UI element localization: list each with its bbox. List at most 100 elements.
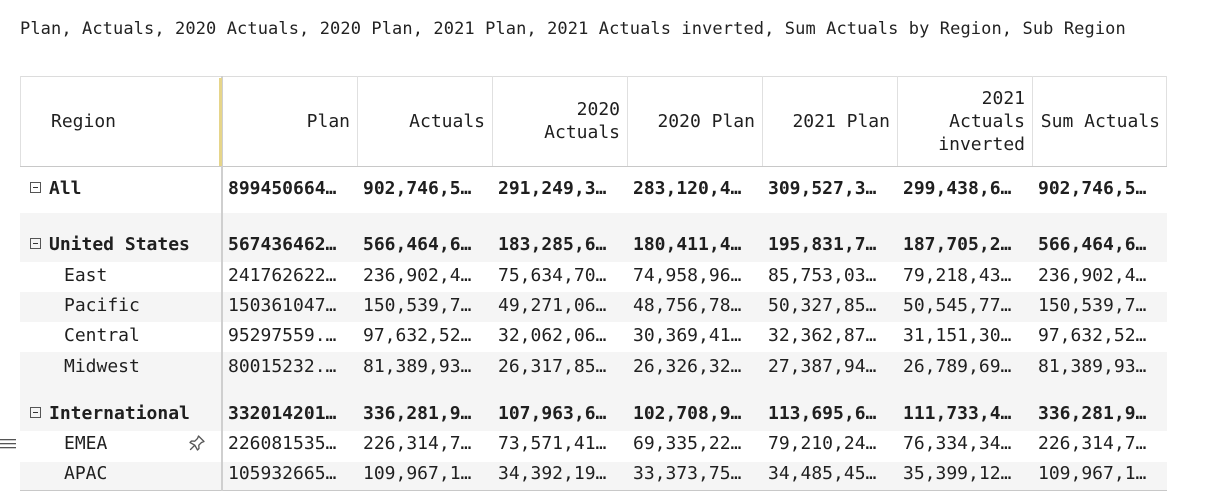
value-cell[interactable]: 35,399,12…	[903, 463, 1012, 484]
value-cell[interactable]: 183,285,6…	[498, 234, 607, 255]
row-label: APAC	[64, 463, 108, 484]
value-cell[interactable]: 80015232.…	[228, 356, 337, 377]
value-cell[interactable]: 76,334,34…	[903, 433, 1012, 454]
row-label: All	[49, 178, 82, 199]
value-cell[interactable]: 74,958,96…	[633, 265, 742, 286]
value-cell[interactable]: 566,464,6…	[363, 234, 472, 255]
value-cell[interactable]: 902,746,5…	[1038, 178, 1147, 199]
column-header-plan[interactable]: Plan	[306, 110, 350, 132]
value-cell[interactable]: 81,389,93…	[1038, 356, 1147, 377]
value-cell[interactable]: 283,120,4…	[633, 178, 742, 199]
value-cell[interactable]: 187,705,2…	[903, 234, 1012, 255]
value-cell[interactable]: 150,539,7…	[1038, 295, 1147, 316]
value-cell[interactable]: 69,335,22…	[633, 433, 742, 454]
value-cell[interactable]: 150,539,7…	[363, 295, 472, 316]
table-row[interactable]: International 332014201… 336,281,9… 107,…	[20, 399, 1167, 429]
value-cell[interactable]: 566,464,6…	[1038, 234, 1147, 255]
row-label: EMEA	[64, 433, 108, 454]
value-cell[interactable]: 97,632,52…	[363, 325, 472, 346]
column-header-region[interactable]: Region	[51, 110, 117, 132]
minus-box-icon[interactable]	[30, 182, 41, 193]
value-cell[interactable]: 111,733,4…	[903, 403, 1012, 424]
value-cell[interactable]: 85,753,03…	[768, 265, 877, 286]
minus-box-icon[interactable]	[30, 407, 41, 418]
value-cell[interactable]: 109,967,1…	[1038, 463, 1147, 484]
row-label: Central	[64, 325, 140, 346]
value-cell[interactable]: 97,632,52…	[1038, 325, 1147, 346]
pin-icon[interactable]	[188, 434, 206, 457]
table-row[interactable]: All 899450664… 902,746,5… 291,249,3… 283…	[20, 174, 1167, 204]
group-band-international	[20, 382, 1167, 431]
value-cell[interactable]: 30,369,41…	[633, 325, 742, 346]
value-cell[interactable]: 902,746,5…	[363, 178, 472, 199]
value-cell[interactable]: 236,902,4…	[1038, 265, 1147, 286]
pivot-table: Region Plan Actuals 2020 Actuals 2020 Pl…	[20, 76, 1167, 491]
column-header-2021-plan[interactable]: 2021 Plan	[792, 110, 890, 132]
value-cell[interactable]: 26,789,69…	[903, 356, 1012, 377]
value-cell[interactable]: 105932665…	[228, 463, 337, 484]
value-cell[interactable]: 107,963,6…	[498, 403, 607, 424]
value-cell[interactable]: 899450664…	[228, 178, 337, 199]
row-label: International	[49, 403, 190, 424]
value-cell[interactable]: 113,695,6…	[768, 403, 877, 424]
value-cell[interactable]: 226081535…	[228, 433, 337, 454]
column-header-actuals[interactable]: Actuals	[409, 110, 485, 132]
value-cell[interactable]: 226,314,7…	[363, 433, 472, 454]
row-label: United States	[49, 234, 190, 255]
value-cell[interactable]: 291,249,3…	[498, 178, 607, 199]
table-row[interactable]: EMEA 226081535… 226,314,7… 73,571,41… 69…	[20, 429, 1167, 459]
value-cell[interactable]: 48,756,78…	[633, 295, 742, 316]
drag-handle-icon[interactable]	[0, 437, 16, 454]
value-cell[interactable]: 102,708,9…	[633, 403, 742, 424]
column-header-2021-actuals-inverted[interactable]: 2021 Actuals inverted	[938, 87, 1025, 155]
value-cell[interactable]: 236,902,4…	[363, 265, 472, 286]
value-cell[interactable]: 26,317,85…	[498, 356, 607, 377]
value-cell[interactable]: 150361047…	[228, 295, 337, 316]
minus-box-icon[interactable]	[30, 238, 41, 249]
table-row[interactable]: Midwest 80015232.… 81,389,93… 26,317,85……	[20, 352, 1167, 382]
table-row[interactable]: Central 95297559.… 97,632,52… 32,062,06……	[20, 321, 1167, 351]
value-cell[interactable]: 34,392,19…	[498, 463, 607, 484]
column-header-sum-actuals[interactable]: Sum Actuals	[1040, 110, 1160, 132]
row-label: Midwest	[64, 356, 140, 377]
value-cell[interactable]: 32,062,06…	[498, 325, 607, 346]
value-cell[interactable]: 75,634,70…	[498, 265, 607, 286]
column-resize-handle[interactable]	[219, 78, 222, 166]
row-label: East	[64, 265, 108, 286]
value-cell[interactable]: 226,314,7…	[1038, 433, 1147, 454]
value-cell[interactable]: 50,545,77…	[903, 295, 1012, 316]
row-label: Pacific	[64, 295, 140, 316]
frozen-column-divider[interactable]	[221, 76, 223, 491]
value-cell[interactable]: 26,326,32…	[633, 356, 742, 377]
value-cell[interactable]: 49,271,06…	[498, 295, 607, 316]
value-cell[interactable]: 73,571,41…	[498, 433, 607, 454]
table-row[interactable]: United States 567436462… 566,464,6… 183,…	[20, 230, 1167, 260]
group-band-united-states	[20, 213, 1167, 262]
value-cell[interactable]: 332014201…	[228, 403, 337, 424]
value-cell[interactable]: 180,411,4…	[633, 234, 742, 255]
value-cell[interactable]: 241762622…	[228, 265, 337, 286]
value-cell[interactable]: 27,387,94…	[768, 356, 877, 377]
value-cell[interactable]: 81,389,93…	[363, 356, 472, 377]
value-cell[interactable]: 336,281,9…	[363, 403, 472, 424]
page-title: Plan, Actuals, 2020 Actuals, 2020 Plan, …	[20, 19, 1126, 39]
table-row[interactable]: East 241762622… 236,902,4… 75,634,70… 74…	[20, 261, 1167, 291]
value-cell[interactable]: 195,831,7…	[768, 234, 877, 255]
value-cell[interactable]: 31,151,30…	[903, 325, 1012, 346]
table-row[interactable]: Pacific 150361047… 150,539,7… 49,271,06……	[20, 291, 1167, 321]
value-cell[interactable]: 79,218,43…	[903, 265, 1012, 286]
value-cell[interactable]: 309,527,3…	[768, 178, 877, 199]
value-cell[interactable]: 33,373,75…	[633, 463, 742, 484]
value-cell[interactable]: 34,485,45…	[768, 463, 877, 484]
value-cell[interactable]: 50,327,85…	[768, 295, 877, 316]
value-cell[interactable]: 567436462…	[228, 234, 337, 255]
value-cell[interactable]: 109,967,1…	[363, 463, 472, 484]
value-cell[interactable]: 95297559.…	[228, 325, 337, 346]
value-cell[interactable]: 32,362,87…	[768, 325, 877, 346]
value-cell[interactable]: 79,210,24…	[768, 433, 877, 454]
value-cell[interactable]: 299,438,6…	[903, 178, 1012, 199]
table-row[interactable]: APAC 105932665… 109,967,1… 34,392,19… 33…	[20, 459, 1167, 489]
value-cell[interactable]: 336,281,9…	[1038, 403, 1147, 424]
column-header-2020-plan[interactable]: 2020 Plan	[657, 110, 755, 132]
column-header-2020-actuals[interactable]: 2020 Actuals	[544, 99, 620, 143]
